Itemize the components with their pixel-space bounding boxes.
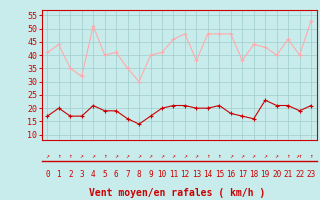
Text: ↗: ↗ — [195, 154, 198, 159]
Text: ↗: ↗ — [91, 154, 95, 159]
Text: 1: 1 — [57, 170, 61, 179]
Text: ↑: ↑ — [309, 154, 313, 159]
Text: 18: 18 — [249, 170, 258, 179]
Text: 3: 3 — [79, 170, 84, 179]
Text: 22: 22 — [295, 170, 304, 179]
Text: ↑: ↑ — [218, 154, 221, 159]
Text: 16: 16 — [226, 170, 236, 179]
Text: 5: 5 — [102, 170, 107, 179]
Text: ↑: ↑ — [286, 154, 290, 159]
Text: ↗: ↗ — [172, 154, 175, 159]
Text: ↑: ↑ — [68, 154, 72, 159]
Text: 14: 14 — [203, 170, 212, 179]
Text: ↑: ↑ — [57, 154, 61, 159]
Text: 0: 0 — [45, 170, 50, 179]
Text: ↗: ↗ — [149, 154, 152, 159]
Text: 13: 13 — [192, 170, 201, 179]
Text: 10: 10 — [157, 170, 167, 179]
Text: ↗: ↗ — [114, 154, 118, 159]
Text: 9: 9 — [148, 170, 153, 179]
Text: ↗: ↗ — [126, 154, 130, 159]
Text: ↗: ↗ — [275, 154, 278, 159]
Text: 17: 17 — [238, 170, 247, 179]
Text: 4: 4 — [91, 170, 95, 179]
Text: 20: 20 — [272, 170, 281, 179]
Text: ↗: ↗ — [252, 154, 256, 159]
Text: 15: 15 — [215, 170, 224, 179]
Text: ↗: ↗ — [263, 154, 267, 159]
Text: 19: 19 — [260, 170, 270, 179]
Text: 21: 21 — [284, 170, 293, 179]
Text: ↗: ↗ — [240, 154, 244, 159]
Text: ↗: ↗ — [229, 154, 233, 159]
Text: 8: 8 — [137, 170, 141, 179]
Text: 2: 2 — [68, 170, 73, 179]
Text: ↗: ↗ — [137, 154, 141, 159]
Text: ↑: ↑ — [103, 154, 107, 159]
Text: 23: 23 — [307, 170, 316, 179]
Text: ↗↑: ↗↑ — [296, 154, 303, 159]
Text: ↗: ↗ — [80, 154, 84, 159]
Text: 6: 6 — [114, 170, 118, 179]
Text: ↗: ↗ — [183, 154, 187, 159]
Text: 7: 7 — [125, 170, 130, 179]
Text: ↗: ↗ — [45, 154, 49, 159]
Text: Vent moyen/en rafales ( km/h ): Vent moyen/en rafales ( km/h ) — [90, 188, 266, 198]
Text: ↑: ↑ — [206, 154, 210, 159]
Text: 11: 11 — [169, 170, 178, 179]
Text: 12: 12 — [180, 170, 189, 179]
Text: ↗: ↗ — [160, 154, 164, 159]
